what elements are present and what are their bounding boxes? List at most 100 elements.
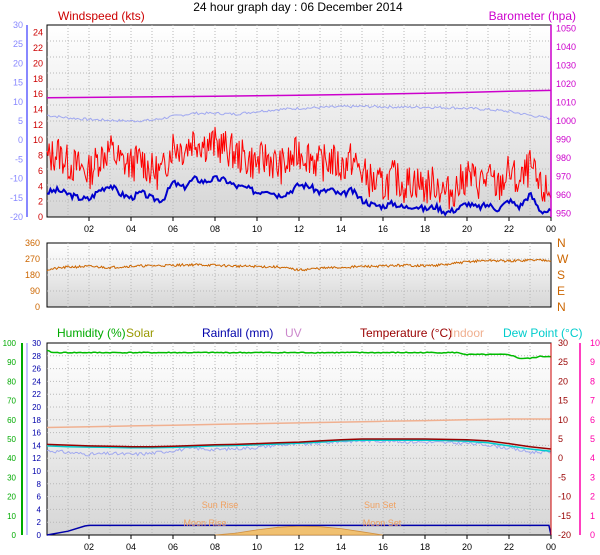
direction-tick-label: 90 bbox=[30, 286, 40, 296]
x-tick-label: 20 bbox=[462, 542, 472, 552]
uv-tick-label: 5 bbox=[590, 434, 595, 444]
uv-tick-label: 1 bbox=[590, 511, 595, 521]
uv-tick-label: 3 bbox=[590, 472, 595, 482]
x-tick-label: 12 bbox=[294, 542, 304, 552]
solar-area bbox=[214, 525, 384, 536]
x-tick-label: 16 bbox=[378, 224, 388, 234]
dew-point-line bbox=[46, 439, 552, 453]
outer-left-tick-label: 20 bbox=[13, 58, 23, 68]
x-tick-label: 14 bbox=[336, 224, 346, 234]
temperature-tick-label: 15 bbox=[558, 396, 568, 406]
barometer-tick-label: 1030 bbox=[556, 61, 576, 71]
temperature-tick-label: -15 bbox=[558, 511, 571, 521]
outer-left-tick-label: 5 bbox=[18, 116, 23, 126]
humidity-tick-label: 50 bbox=[7, 435, 16, 444]
humidity-tick-label: 30 bbox=[7, 473, 16, 482]
humidity-tick-label: 10 bbox=[7, 512, 16, 521]
outer-left-tick-label: -10 bbox=[10, 174, 23, 184]
rain-tick-label: 8 bbox=[37, 480, 42, 489]
compass-label: S bbox=[557, 268, 565, 282]
rain-tick-label: 6 bbox=[37, 493, 42, 502]
temperature-tick-label: 0 bbox=[558, 453, 563, 463]
windspeed-tick-label: 6 bbox=[38, 166, 43, 176]
moon-rise-label: Moon Rise bbox=[183, 518, 226, 528]
x-tick-label: 06 bbox=[168, 224, 178, 234]
barometer-tick-label: 950 bbox=[556, 208, 571, 218]
outer-left-tick-label: 0 bbox=[18, 135, 23, 145]
windspeed-tick-label: 22 bbox=[33, 43, 43, 53]
rain-tick-label: 0 bbox=[37, 531, 42, 540]
direction-tick-label: 0 bbox=[35, 302, 40, 312]
wind-gust-line bbox=[46, 126, 552, 210]
humidity-tick-label: 40 bbox=[7, 454, 16, 463]
outer-left-tick-label: 25 bbox=[13, 39, 23, 49]
x-tick-label: 18 bbox=[420, 542, 430, 552]
compass-label: W bbox=[557, 252, 569, 266]
wind-chill-line bbox=[46, 438, 552, 457]
windspeed-tick-label: 20 bbox=[33, 58, 43, 68]
wind-barometer-panel: 2422201816141210864201050104010301020101… bbox=[10, 9, 576, 234]
barometer-tick-label: 960 bbox=[556, 190, 571, 200]
temp-series-group bbox=[46, 349, 552, 536]
rain-tick-label: 10 bbox=[32, 467, 41, 476]
legend-solar: Solar bbox=[126, 326, 154, 340]
temp-humidity-panel: 1009080706050403020100302826242220181614… bbox=[3, 326, 600, 552]
direction-gridlines bbox=[47, 243, 551, 307]
temp-legend: Humidity (%) Solar Rainfall (mm) UV Temp… bbox=[57, 326, 582, 340]
rain-tick-label: 26 bbox=[32, 365, 41, 374]
temperature-tick-label: 20 bbox=[558, 376, 568, 386]
temperature-tick-label: 5 bbox=[558, 434, 563, 444]
rain-tick-label: 16 bbox=[32, 429, 41, 438]
temperature-tick-label: 10 bbox=[558, 415, 568, 425]
uv-tick-label: 0 bbox=[590, 530, 595, 540]
x-tick-label: 08 bbox=[210, 224, 220, 234]
barometer-tick-label: 1040 bbox=[556, 42, 576, 52]
rain-tick-label: 24 bbox=[32, 377, 41, 386]
x-tick-label: 00 bbox=[546, 224, 556, 234]
temperature-tick-label: 25 bbox=[558, 357, 568, 367]
windspeed-tick-label: 14 bbox=[33, 104, 43, 114]
outer-left-tick-label: -20 bbox=[10, 212, 23, 222]
direction-tick-label: 180 bbox=[25, 270, 40, 280]
outer-left-tick-label: -15 bbox=[10, 193, 23, 203]
windspeed-tick-label: 12 bbox=[33, 120, 43, 130]
humidity-tick-label: 60 bbox=[7, 416, 16, 425]
x-tick-label: 18 bbox=[420, 224, 430, 234]
sun-rise-label: Sun Rise bbox=[202, 500, 239, 510]
x-tick-label: 02 bbox=[84, 542, 94, 552]
barometer-line bbox=[46, 89, 552, 99]
outer-left-tick-label: -5 bbox=[15, 154, 23, 164]
humidity-tick-label: 100 bbox=[3, 339, 17, 348]
wind-direction-line bbox=[46, 258, 552, 272]
moon-set-label: Moon Set bbox=[363, 518, 402, 528]
wind-series-group bbox=[46, 89, 552, 217]
rain-tick-label: 4 bbox=[37, 505, 42, 514]
rain-tick-label: 22 bbox=[32, 390, 41, 399]
x-tick-label: 22 bbox=[504, 542, 514, 552]
uv-tick-label: 7 bbox=[590, 396, 595, 406]
humidity-tick-label: 20 bbox=[7, 493, 16, 502]
outer-left-tick-label: 30 bbox=[13, 20, 23, 30]
average-wind-line bbox=[46, 175, 552, 217]
barometer-tick-label: 990 bbox=[556, 134, 571, 144]
temperature-line bbox=[46, 438, 552, 450]
x-tick-label: 14 bbox=[336, 542, 346, 552]
rain-tick-label: 2 bbox=[37, 518, 42, 527]
direction-series-group bbox=[46, 258, 552, 272]
x-tick-label: 10 bbox=[252, 542, 262, 552]
windspeed-tick-label: 16 bbox=[33, 89, 43, 99]
barometer-tick-label: 1050 bbox=[556, 24, 576, 34]
sun-set-label: Sun Set bbox=[364, 500, 397, 510]
direction-tick-label: 360 bbox=[25, 238, 40, 248]
uv-tick-label: 6 bbox=[590, 415, 595, 425]
barometer-tick-label: 980 bbox=[556, 153, 571, 163]
wind-axes: 2422201816141210864201050104010301020101… bbox=[10, 20, 576, 234]
barometer-tick-label: 1010 bbox=[556, 98, 576, 108]
temperature-tick-label: -10 bbox=[558, 492, 571, 502]
x-tick-label: 04 bbox=[126, 224, 136, 234]
legend-uv: UV bbox=[285, 326, 302, 340]
x-tick-label: 20 bbox=[462, 224, 472, 234]
